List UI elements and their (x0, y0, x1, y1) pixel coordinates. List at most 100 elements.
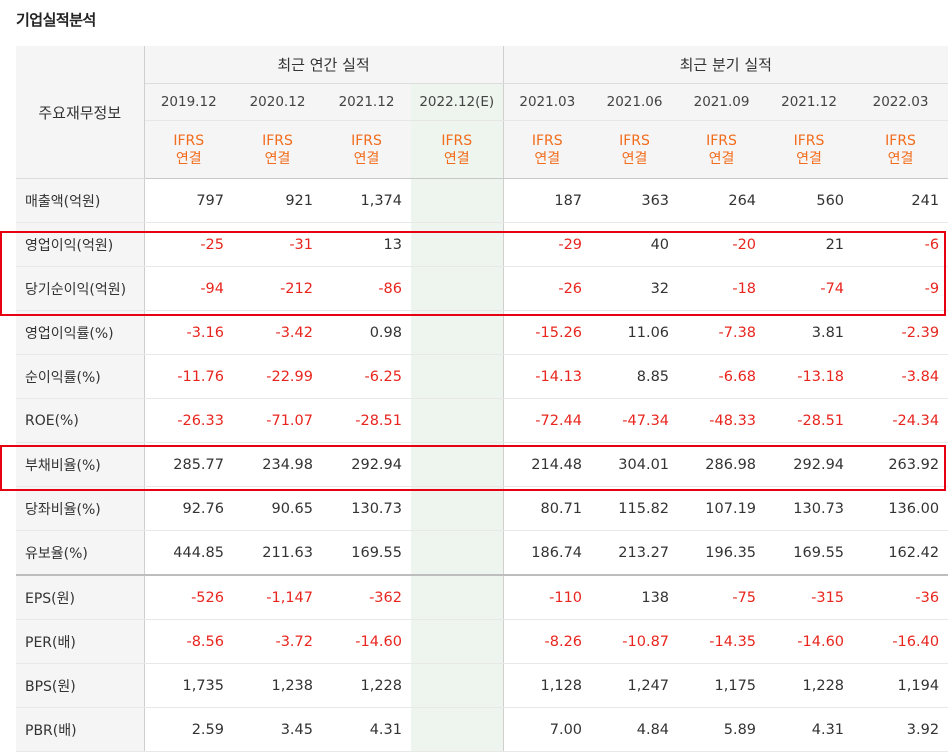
row-label-header: 주요재무정보 (16, 46, 145, 179)
ifrs-line1: IFRS (441, 132, 473, 149)
period-header: 2021.12 (765, 83, 854, 121)
ifrs-line1: IFRS (706, 132, 737, 149)
cell-value: -3.84 (853, 354, 948, 399)
cell-value: -10.87 (591, 619, 679, 664)
annual-group-header: 최근 연간 실적 (144, 46, 504, 84)
cell-value: 234.98 (233, 442, 322, 487)
cell-value: 1,374 (322, 178, 411, 223)
row-label: 당기순이익(억원) (16, 266, 145, 311)
cell-value: -6.25 (322, 354, 411, 399)
cell-value: 3.92 (853, 707, 948, 752)
row-label: 매출액(억원) (16, 178, 145, 223)
cell-value: 11.06 (591, 310, 679, 355)
cell-value: -94 (144, 266, 233, 311)
cell-value: -6.68 (678, 354, 766, 399)
cell-value: -2.39 (853, 310, 948, 355)
cell-value: 4.31 (765, 707, 854, 752)
cell-value: -25 (144, 222, 233, 267)
cell-value: 32 (591, 266, 679, 311)
ifrs-line2: 연결 (887, 150, 914, 167)
cell-value: 136.00 (853, 486, 948, 531)
cell-value: 1,194 (853, 663, 948, 708)
table-row: EPS(원) -526 -1,147 -362 -110 138 -75 -315 -36 (16, 574, 948, 620)
cell-value: 187 (502, 178, 592, 223)
cell-value: 13 (322, 222, 411, 267)
row-label: BPS(원) (16, 663, 145, 708)
ifrs-line1: IFRS (793, 132, 825, 149)
cell-value: -24.34 (853, 398, 948, 443)
cell-value: -110 (502, 574, 592, 620)
quarterly-group-header: 최근 분기 실적 (502, 46, 948, 84)
cell-value: 213.27 (591, 530, 679, 576)
cell-value: -74 (765, 266, 854, 311)
cell-value: 1,175 (678, 663, 766, 708)
cell-value: 138 (591, 574, 679, 620)
cell-value (411, 486, 504, 531)
cell-value (411, 310, 504, 355)
cell-value: 92.76 (144, 486, 233, 531)
cell-value: 8.85 (591, 354, 679, 399)
cell-value (411, 442, 504, 487)
row-label: 유보율(%) (16, 530, 145, 576)
cell-value: 196.35 (678, 530, 766, 576)
cell-value: -14.60 (322, 619, 411, 664)
period-header: 2021.12 (322, 83, 411, 121)
cell-value: -14.60 (765, 619, 854, 664)
row-label: 부채비율(%) (16, 442, 145, 487)
table-row: 유보율(%) 444.85 211.63 169.55 186.74 213.27 196.… (16, 530, 948, 576)
cell-value: -20 (678, 222, 766, 267)
cell-value: 292.94 (322, 442, 411, 487)
table-row: 순이익률(%) -11.76 -22.99 -6.25 -14.13 8.85 -6.68-… (16, 354, 948, 399)
cell-value: 285.77 (144, 442, 233, 487)
cell-value: -75 (678, 574, 766, 620)
row-label: 영업이익률(%) (16, 310, 145, 355)
cell-value: -14.13 (502, 354, 592, 399)
cell-value: 7.00 (502, 707, 592, 752)
cell-value (411, 178, 504, 223)
cell-value: -22.99 (233, 354, 322, 399)
cell-value: -15.26 (502, 310, 592, 355)
cell-value: 921 (233, 178, 322, 223)
cell-value: 169.55 (765, 530, 854, 576)
cell-value: 1,128 (502, 663, 592, 708)
table-row: 당기순이익(억원) -94 -212 -86 -26 32 -18 -74 -9 (16, 266, 948, 311)
row-label: 당좌비율(%) (16, 486, 145, 531)
cell-value: -71.07 (233, 398, 322, 443)
cell-value: -3.16 (144, 310, 233, 355)
period-header: 2020.12 (233, 83, 322, 121)
period-header: 2021.09 (678, 83, 766, 121)
cell-value: -9 (853, 266, 948, 311)
ifrs-line2: 연결 (796, 150, 822, 167)
cell-value (411, 707, 504, 752)
ifrs-line1: IFRS (262, 132, 293, 149)
cell-value: 560 (765, 178, 854, 223)
cell-value: 80.71 (502, 486, 592, 531)
cell-value (411, 398, 504, 443)
cell-value: 130.73 (322, 486, 411, 531)
cell-value: 186.74 (502, 530, 592, 576)
cell-value: -362 (322, 574, 411, 620)
period-header: 2021.06 (591, 83, 679, 121)
ifrs-label: IFRS 연결 (591, 120, 679, 179)
table-row: BPS(원) 1,735 1,238 1,228 1,128 1,247 1,175 1,22… (16, 663, 948, 708)
ifrs-label: IFRS 연결 (233, 120, 322, 179)
cell-value: -6 (853, 222, 948, 267)
row-label: ROE(%) (16, 398, 145, 443)
cell-value (411, 619, 504, 664)
cell-value: 115.82 (591, 486, 679, 531)
table-row: PBR(배) 2.59 3.45 4.31 7.00 4.84 5.89 4.31 3.92 (16, 707, 948, 752)
cell-value: -18 (678, 266, 766, 311)
row-label: PER(배) (16, 619, 145, 664)
table-row: ROE(%) -26.33 -71.07 -28.51 -72.44 -47.34 -48.… (16, 398, 948, 443)
cell-value: 363 (591, 178, 679, 223)
cell-value: -36 (853, 574, 948, 620)
cell-value: 130.73 (765, 486, 854, 531)
cell-value (411, 354, 504, 399)
cell-value: 292.94 (765, 442, 854, 487)
ifrs-line1: IFRS (531, 132, 563, 149)
table-row: 영업이익(억원) -25 -31 13 -29 40 -20 21 -6 (16, 222, 948, 267)
cell-value: -14.35 (678, 619, 766, 664)
cell-value (411, 222, 504, 267)
ifrs-label: IFRS 연결 (411, 120, 504, 179)
period-header: 2021.03 (502, 83, 592, 121)
